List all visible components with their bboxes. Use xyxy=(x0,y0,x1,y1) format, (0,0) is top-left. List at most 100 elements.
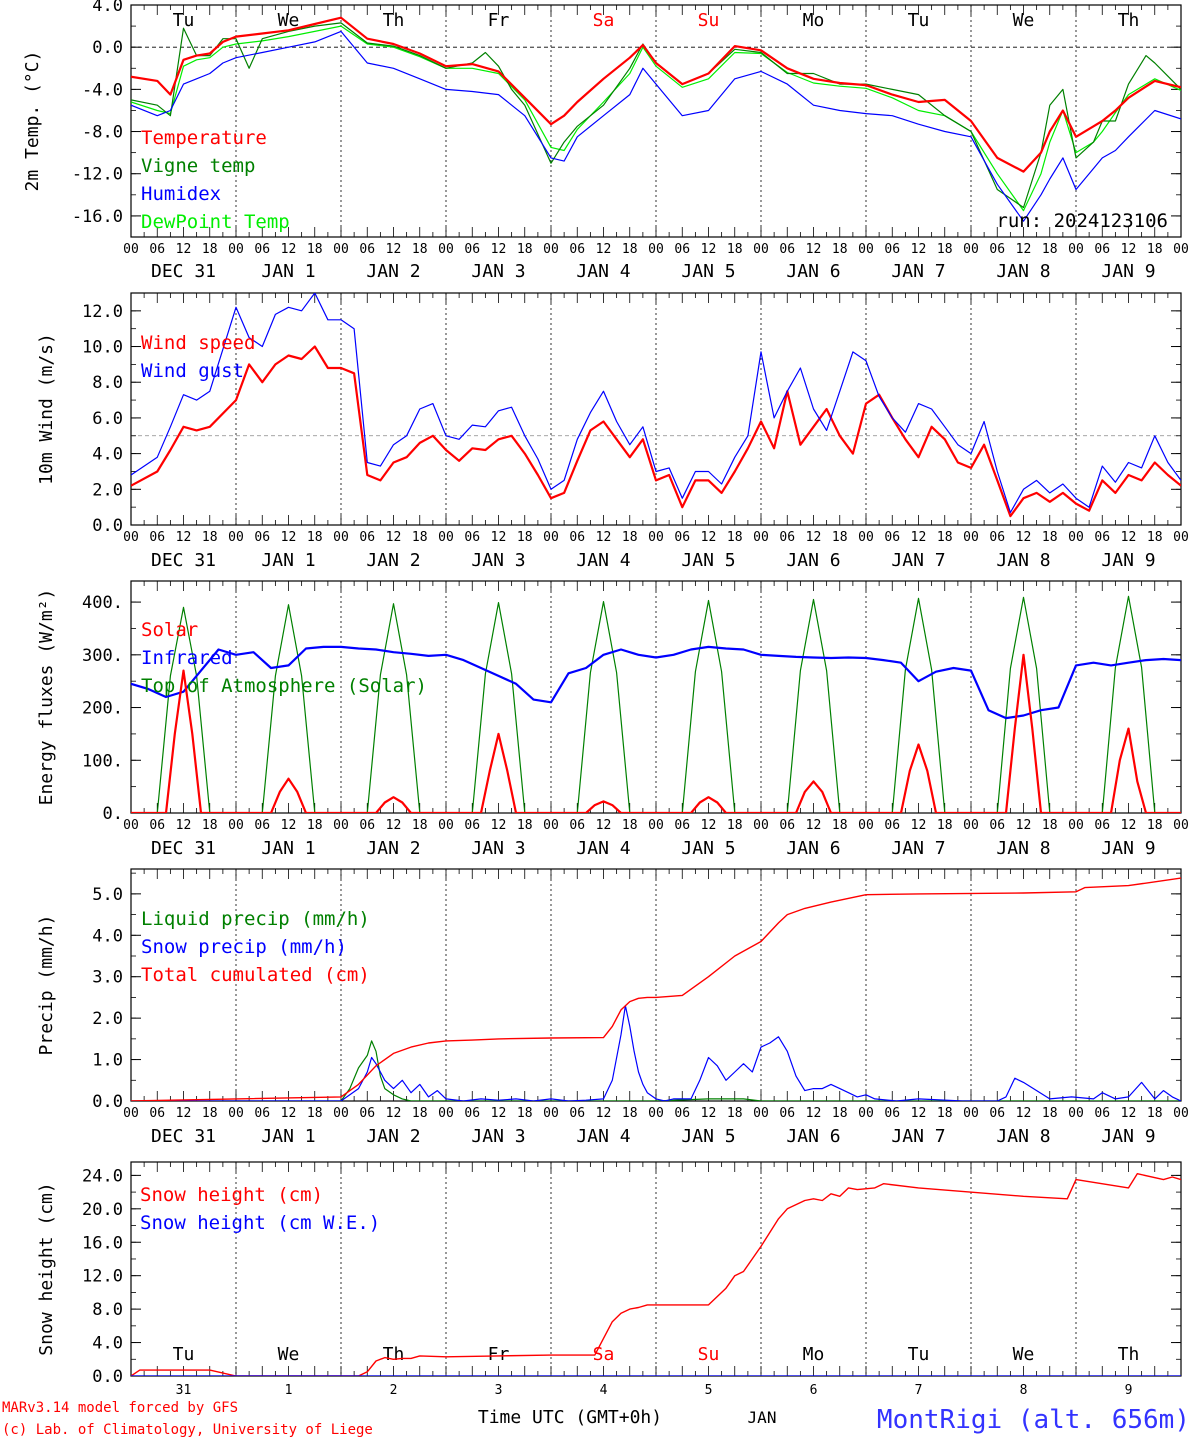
x-hour-label: 12 xyxy=(911,242,927,257)
y-tick-label: 8.0 xyxy=(92,373,123,393)
x-hour-label: 06 xyxy=(254,1106,270,1121)
x-hour-label: 18 xyxy=(1042,530,1058,545)
x-hour-label: 00 xyxy=(1068,818,1084,833)
x-hour-label: 12 xyxy=(806,242,822,257)
x-hour-label: 00 xyxy=(858,1106,874,1121)
x-date-label: JAN 6 xyxy=(786,838,840,859)
x-axis-title: Time UTC (GMT+0h) xyxy=(478,1407,662,1428)
x-hour-label: 06 xyxy=(674,242,690,257)
x-hour-label: 06 xyxy=(464,242,480,257)
x-date-label: JAN 4 xyxy=(576,1126,630,1147)
x-hour-label: 12 xyxy=(596,242,612,257)
x-hour-label: 06 xyxy=(674,818,690,833)
x-hour-label: 00 xyxy=(858,818,874,833)
x-date-label: JAN 6 xyxy=(786,261,840,282)
series-line-temperature xyxy=(131,16,1181,173)
legend-entry: Infrared xyxy=(141,647,233,669)
x-hour-label: 00 xyxy=(858,242,874,257)
x-hour-label: 00 xyxy=(963,818,979,833)
x-hour-label: 12 xyxy=(596,1106,612,1121)
x-hour-label: 18 xyxy=(202,818,218,833)
x-hour-label: 12 xyxy=(176,818,192,833)
x-hour-label: 12 xyxy=(596,530,612,545)
x-hour-label: 00 xyxy=(228,1106,244,1121)
x-hour-label: 00 xyxy=(1173,530,1189,545)
day-name-label: Th xyxy=(383,1344,405,1365)
series-group xyxy=(131,16,1181,222)
x-hour-label: 12 xyxy=(1121,242,1137,257)
x-hour-label: 12 xyxy=(1016,1106,1032,1121)
x-hour-label: 18 xyxy=(1147,530,1163,545)
y-tick-label: 0.0 xyxy=(92,38,123,58)
y-axis-label: Snow height (cm) xyxy=(36,1182,57,1355)
x-hour-label: 06 xyxy=(674,1106,690,1121)
x-hour-label: 00 xyxy=(438,530,454,545)
x-hour-label: 18 xyxy=(1147,242,1163,257)
y-tick-label: -12.0 xyxy=(72,165,123,185)
series-line-humidex xyxy=(131,30,1181,222)
day-name-label: Sa xyxy=(593,10,615,31)
x-hour-label: 18 xyxy=(307,1106,323,1121)
y-tick-label: 0.0 xyxy=(92,1092,123,1112)
x-hour-label: 18 xyxy=(412,242,428,257)
series-line-solar xyxy=(131,653,1181,813)
x-hour-label: 00 xyxy=(543,530,559,545)
x-hour-label: 18 xyxy=(832,242,848,257)
x-hour-label: 12 xyxy=(386,242,402,257)
x-hour-label: 00 xyxy=(438,242,454,257)
x-hour-label: 06 xyxy=(989,530,1005,545)
day-name-label: Th xyxy=(1118,10,1140,31)
x-hour-label: 06 xyxy=(569,1106,585,1121)
x-hour-label: 00 xyxy=(963,242,979,257)
x-date-label: JAN 8 xyxy=(996,550,1050,571)
y-tick-label: 16.0 xyxy=(82,1233,123,1253)
x-hour-label: 12 xyxy=(386,1106,402,1121)
x-date-label: JAN 4 xyxy=(576,261,630,282)
x-date-label: JAN 1 xyxy=(261,1126,315,1147)
y-tick-label: 2.0 xyxy=(92,480,123,500)
station-label: MontRigi (alt. 656m) xyxy=(877,1405,1190,1435)
x-hour-label: 06 xyxy=(884,242,900,257)
x-date-label: JAN 3 xyxy=(471,838,525,859)
series-line-liquid-precip-mm-h- xyxy=(131,1040,1181,1101)
series-line-vigne-temp xyxy=(131,22,1181,209)
x-hour-label: 00 xyxy=(333,530,349,545)
day-name-label: Tu xyxy=(908,10,930,31)
x-hour-label: 00 xyxy=(1173,1106,1189,1121)
day-number-label: 4 xyxy=(600,1383,608,1398)
day-name-label: We xyxy=(278,1344,300,1365)
day-name-label: Mo xyxy=(803,10,825,31)
x-hour-label: 12 xyxy=(386,530,402,545)
x-date-label: JAN 6 xyxy=(786,1126,840,1147)
series-group xyxy=(131,595,1181,813)
x-date-label: DEC 31 xyxy=(151,838,216,859)
x-hour-label: 00 xyxy=(753,818,769,833)
x-hour-label: 12 xyxy=(701,242,717,257)
y-tick-label: 4.0 xyxy=(92,445,123,465)
x-hour-label: 12 xyxy=(1016,242,1032,257)
x-hour-label: 00 xyxy=(753,242,769,257)
x-hour-label: 18 xyxy=(307,242,323,257)
run-label: run: 2024123106 xyxy=(996,210,1168,232)
x-hour-label: 06 xyxy=(254,242,270,257)
x-hour-label: 00 xyxy=(543,1106,559,1121)
x-date-label: JAN 7 xyxy=(891,838,945,859)
x-hour-label: 06 xyxy=(149,242,165,257)
day-name-label: Tu xyxy=(173,1344,195,1365)
x-date-label: JAN 8 xyxy=(996,1126,1050,1147)
x-hour-label: 00 xyxy=(648,818,664,833)
x-date-label: JAN 9 xyxy=(1101,261,1155,282)
x-hour-label: 06 xyxy=(569,530,585,545)
credit-line-2: (c) Lab. of Climatology, University of L… xyxy=(2,1422,373,1438)
y-tick-label: 4.0 xyxy=(92,1334,123,1354)
x-hour-label: 00 xyxy=(648,1106,664,1121)
x-hour-label: 06 xyxy=(1094,530,1110,545)
x-hour-label: 00 xyxy=(963,530,979,545)
x-hour-label: 00 xyxy=(228,818,244,833)
x-hour-label: 18 xyxy=(307,530,323,545)
legend-entry: Top of Atmosphere (Solar) xyxy=(141,675,427,697)
x-hour-label: 06 xyxy=(359,1106,375,1121)
x-date-label: JAN 7 xyxy=(891,261,945,282)
legend-entry: Liquid precip (mm/h) xyxy=(141,908,370,930)
x-hour-label: 18 xyxy=(727,530,743,545)
